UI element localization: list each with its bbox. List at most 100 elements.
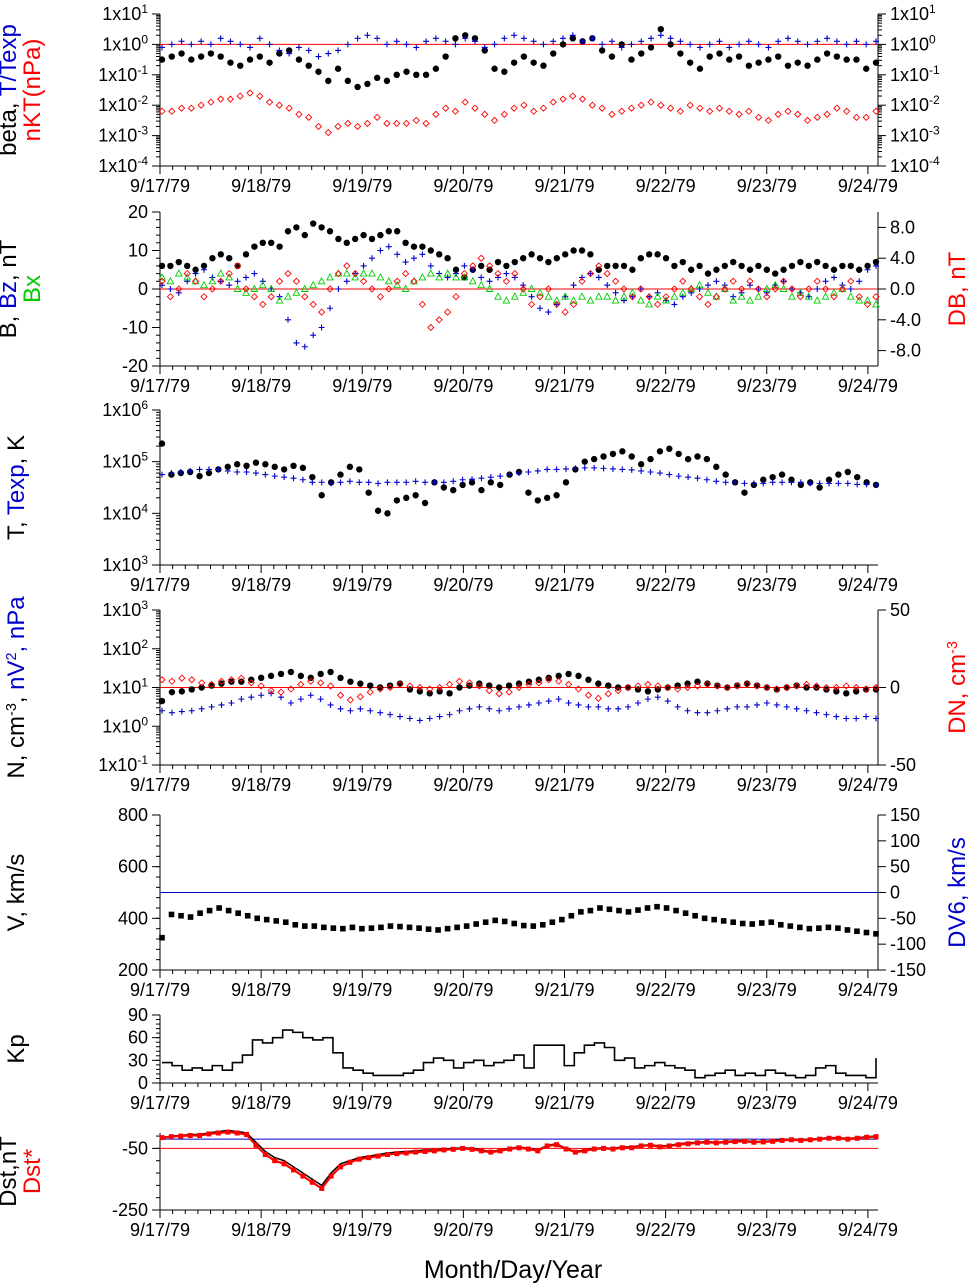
y-axis-label-part: , nT — [0, 239, 22, 281]
data-point — [383, 41, 390, 48]
data-point — [873, 481, 879, 488]
data-point — [797, 479, 804, 486]
data-point — [243, 469, 250, 475]
data-point — [743, 680, 751, 689]
y2-tick-label: 100 — [890, 831, 920, 851]
data-point — [644, 688, 652, 695]
data-point — [227, 38, 234, 45]
data-point — [570, 247, 577, 254]
data-point — [779, 277, 788, 285]
data-point — [495, 274, 501, 281]
data-point — [242, 251, 250, 258]
data-point — [396, 680, 404, 689]
data-point — [842, 682, 850, 690]
data-point — [604, 690, 612, 698]
data-point — [454, 924, 460, 931]
y-axis-label-2: Bx — [19, 275, 46, 303]
y2-tick-label: -150 — [890, 960, 926, 980]
x-tick-label: 9/17/79 — [130, 376, 190, 396]
data-point — [252, 459, 260, 466]
data-point — [579, 38, 586, 45]
data-point — [450, 1146, 456, 1152]
data-point — [713, 266, 720, 273]
data-point — [753, 682, 761, 690]
data-point — [335, 235, 342, 243]
data-point — [805, 285, 813, 293]
data-point — [297, 672, 305, 680]
data-point — [539, 104, 548, 112]
data-point — [703, 455, 711, 463]
data-point — [301, 231, 308, 239]
y2-tick-label: 1x10-1 — [890, 63, 940, 85]
data-point — [478, 486, 485, 494]
data-point — [863, 65, 870, 72]
data-point — [754, 113, 763, 121]
data-point — [337, 674, 344, 682]
data-point — [416, 688, 424, 695]
data-point — [247, 44, 254, 51]
data-point — [188, 56, 195, 63]
data-point — [789, 286, 795, 292]
data-point — [422, 479, 429, 486]
data-point — [578, 909, 584, 915]
data-point — [237, 674, 245, 682]
data-point — [208, 682, 215, 689]
data-point — [486, 278, 493, 285]
data-point — [637, 461, 645, 468]
data-point — [737, 285, 746, 293]
data-point — [431, 1148, 437, 1154]
data-point — [452, 41, 459, 48]
data-point — [594, 694, 602, 702]
y2-tick-label: 0.0 — [890, 279, 915, 299]
data-point — [505, 682, 513, 689]
data-point — [427, 323, 435, 332]
y-tick-label: 1x100 — [102, 32, 148, 54]
data-point — [738, 262, 745, 270]
y-axis-label-2-part: Dst* — [19, 1149, 46, 1194]
data-point — [845, 1136, 851, 1142]
data-point — [621, 297, 627, 304]
data-point — [326, 285, 334, 293]
y-axis-label-part: beta, — [0, 96, 22, 156]
data-point — [305, 62, 312, 69]
data-point — [280, 466, 288, 473]
data-point — [413, 71, 420, 79]
data-point — [502, 296, 511, 304]
y-axis-label: N, cm-3, nV2, nPa — [3, 596, 30, 779]
data-point — [854, 1135, 860, 1141]
data-point — [243, 274, 249, 281]
data-point — [586, 296, 595, 304]
data-point — [184, 278, 191, 285]
data-point — [217, 251, 224, 258]
data-point — [200, 280, 208, 289]
data-point — [591, 464, 598, 471]
data-point — [816, 925, 822, 931]
data-point — [684, 680, 691, 687]
data-point — [843, 690, 850, 697]
data-point — [328, 1173, 334, 1179]
data-point — [550, 50, 557, 57]
data-point — [549, 919, 556, 926]
data-point — [242, 288, 250, 296]
data-point — [804, 41, 811, 48]
y-tick-label: -10 — [122, 318, 148, 338]
data-point — [413, 44, 420, 51]
data-point — [662, 296, 670, 304]
data-point — [628, 56, 635, 63]
data-point — [864, 1134, 870, 1140]
data-point — [356, 1156, 362, 1162]
data-point — [384, 510, 391, 517]
data-point — [410, 243, 418, 250]
data-point — [677, 38, 684, 45]
data-point — [443, 269, 452, 277]
data-point — [703, 680, 712, 689]
data-point — [628, 466, 635, 473]
data-point — [393, 119, 401, 128]
data-point — [804, 62, 811, 69]
data-point — [628, 293, 637, 301]
data-point — [637, 286, 644, 292]
data-point — [406, 682, 414, 690]
data-point — [178, 674, 186, 682]
data-point — [444, 925, 451, 932]
data-point — [250, 293, 259, 301]
